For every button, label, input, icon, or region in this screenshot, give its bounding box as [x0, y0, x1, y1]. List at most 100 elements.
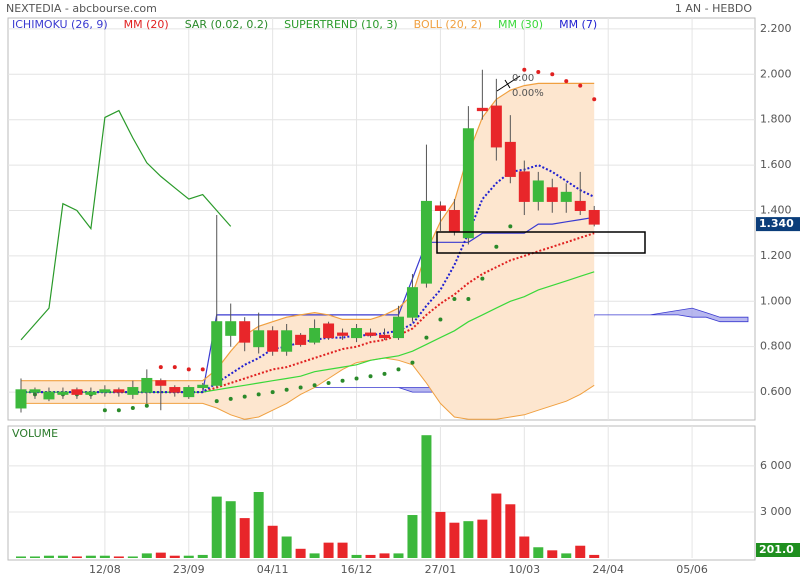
legend-entry: MM (20) — [124, 18, 169, 31]
volume-bar — [113, 556, 124, 558]
candle-body — [337, 332, 349, 336]
annotation-arrow — [496, 75, 521, 92]
candle-body — [323, 323, 335, 339]
legend-entry: MM (7) — [559, 18, 597, 31]
volume-bar — [99, 555, 110, 558]
y-tick-label: 3 000 — [760, 505, 792, 518]
volume-bar — [575, 545, 586, 558]
sar-dot — [270, 390, 275, 395]
sar-dot — [228, 396, 233, 401]
legend-entry: BOLL (20, 2) — [414, 18, 482, 31]
sar-dot — [284, 387, 289, 392]
candle-body — [546, 187, 558, 202]
mark-layer — [15, 67, 600, 558]
candle-body — [155, 380, 167, 386]
volume-title: VOLUME — [12, 427, 58, 440]
volume-bar — [225, 501, 236, 558]
volume-bar — [211, 496, 222, 558]
sar-dot — [494, 244, 499, 249]
volume-bar — [169, 555, 180, 558]
chart-subtitle: 1 AN - HEBDO — [675, 2, 752, 15]
volume-bar — [407, 515, 418, 558]
indicator-line — [20, 109, 232, 341]
price-tag-bg — [756, 217, 800, 232]
candle-body — [462, 128, 474, 239]
y-tick-label: 0.800 — [760, 340, 792, 353]
sar-dot — [186, 367, 191, 372]
volume-bar — [197, 554, 208, 558]
y-tick-label: 2.200 — [760, 22, 792, 35]
volume-bar — [477, 519, 488, 558]
volume-tag: 201.0 — [759, 543, 794, 556]
volume-bar — [57, 555, 68, 558]
sar-dot — [452, 297, 457, 302]
candle-body — [281, 330, 293, 352]
volume-bar — [435, 511, 446, 558]
volume-bar — [491, 493, 502, 558]
sar-dot — [340, 378, 345, 383]
candle-body — [392, 316, 404, 339]
candle-body — [434, 205, 446, 211]
y-tick-label: 1.200 — [760, 249, 792, 262]
legend-entry: MM (30) — [498, 18, 543, 31]
candle-body — [532, 180, 544, 202]
candle-body — [420, 200, 432, 284]
sar-dot — [410, 360, 415, 365]
volume-bar — [29, 556, 40, 558]
volume-bar — [155, 552, 166, 558]
y-tick-label: 6 000 — [760, 459, 792, 472]
volume-bar — [253, 492, 264, 558]
volume-bar — [519, 536, 530, 558]
sar-dot — [172, 365, 177, 370]
volume-bar — [43, 555, 54, 558]
candle-body — [211, 321, 223, 386]
x-tick-label: 10/03 — [508, 563, 540, 576]
candle-body — [113, 389, 125, 393]
sar-dot — [298, 385, 303, 390]
volume-bar — [379, 553, 390, 558]
bollinger-band — [21, 83, 595, 420]
annotation: 0.00% — [512, 88, 544, 99]
y-tick-label: 0.600 — [760, 385, 792, 398]
sar-dot — [536, 70, 541, 75]
indicator-back-layer — [21, 83, 749, 420]
volume-bar — [421, 435, 432, 558]
volume-bar — [281, 536, 292, 558]
sar-dot — [382, 371, 387, 376]
bollinger-lower — [21, 357, 595, 420]
volume-bar — [309, 553, 320, 558]
candle-body — [169, 387, 181, 393]
candle-body — [15, 389, 27, 409]
sar-dot — [158, 365, 163, 370]
x-tick-label: 27/01 — [425, 563, 457, 576]
sar-dot — [508, 224, 513, 229]
volume-bar — [561, 553, 572, 558]
legend-entry: SUPERTREND (10, 3) — [284, 18, 398, 31]
sar-dot — [242, 394, 247, 399]
candle-body — [29, 389, 41, 393]
candle-body — [351, 328, 363, 339]
sar-dot — [102, 408, 107, 413]
sar-dot — [480, 276, 485, 281]
candle-body — [99, 389, 111, 393]
candle-body — [225, 321, 237, 336]
sar-dot — [592, 97, 597, 102]
sar-dot — [466, 297, 471, 302]
volume-bar — [449, 522, 460, 558]
volume-bar — [393, 553, 404, 558]
x-tick-label: 05/06 — [676, 563, 708, 576]
sar-dot — [116, 408, 121, 413]
indicator-line — [21, 232, 595, 394]
volume-bar — [127, 556, 138, 558]
candle-body — [57, 391, 69, 395]
candle-body — [490, 105, 502, 148]
price-panel — [7, 17, 756, 421]
price-tag: 1.340 — [759, 217, 794, 230]
x-tick-label: 16/12 — [341, 563, 373, 576]
sar-dot — [130, 405, 135, 410]
volume-bar — [15, 556, 26, 558]
candle-body — [127, 387, 139, 395]
volume-bar — [183, 555, 194, 558]
sar-dot — [326, 381, 331, 386]
